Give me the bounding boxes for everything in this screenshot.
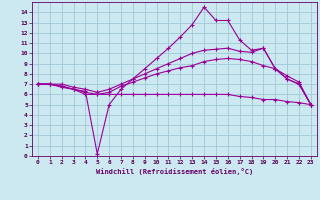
X-axis label: Windchill (Refroidissement éolien,°C): Windchill (Refroidissement éolien,°C)	[96, 168, 253, 175]
